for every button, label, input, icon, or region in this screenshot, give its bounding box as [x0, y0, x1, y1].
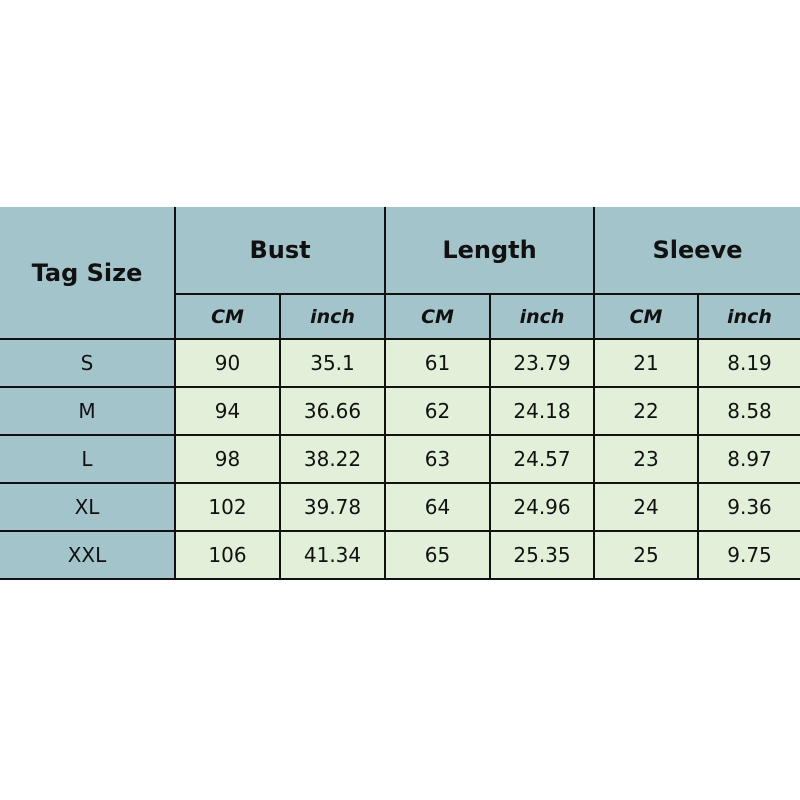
- value-cell: 63: [384, 434, 492, 484]
- size-cell: S: [0, 338, 176, 388]
- size-cell: XXL: [0, 530, 176, 580]
- table-row: L 98 38.22 63 24.57 23 8.97: [0, 434, 800, 484]
- value-cell: 38.22: [278, 434, 387, 484]
- value-cell: 24.57: [489, 434, 596, 484]
- value-cell: 9.75: [697, 530, 800, 580]
- unit-header: CM: [593, 293, 700, 340]
- size-cell: XL: [0, 482, 176, 532]
- value-cell: 41.34: [278, 530, 387, 580]
- size-cell: L: [0, 434, 176, 484]
- unit-header: inch: [697, 293, 800, 340]
- value-cell: 35.1: [278, 338, 387, 388]
- size-chart-table: Tag Size Bust Length Sleeve CM inch CM i…: [0, 207, 800, 580]
- value-cell: 21: [593, 338, 700, 388]
- unit-header: inch: [278, 293, 387, 340]
- table-row: S 90 35.1 61 23.79 21 8.19: [0, 338, 800, 388]
- bust-header: Bust: [173, 207, 387, 295]
- value-cell: 94: [174, 386, 281, 436]
- table-row: M 94 36.66 62 24.18 22 8.58: [0, 386, 800, 436]
- unit-header: CM: [175, 293, 281, 340]
- value-cell: 65: [384, 530, 492, 580]
- value-cell: 22: [593, 386, 700, 436]
- value-cell: 106: [174, 530, 281, 580]
- value-cell: 8.19: [697, 338, 800, 388]
- size-cell: M: [0, 386, 176, 436]
- value-cell: 61: [384, 338, 492, 388]
- tag-size-header: Tag Size: [0, 207, 176, 340]
- value-cell: 8.58: [697, 386, 800, 436]
- value-cell: 64: [384, 482, 492, 532]
- value-cell: 24.96: [489, 482, 596, 532]
- value-cell: 8.97: [697, 434, 800, 484]
- value-cell: 24: [593, 482, 700, 532]
- unit-header: inch: [489, 293, 596, 340]
- value-cell: 25.35: [489, 530, 596, 580]
- value-cell: 25: [593, 530, 700, 580]
- sleeve-header: Sleeve: [593, 207, 800, 295]
- table-row: XXL 106 41.34 65 25.35 25 9.75: [0, 530, 800, 580]
- value-cell: 23: [593, 434, 700, 484]
- value-cell: 36.66: [278, 386, 387, 436]
- value-cell: 9.36: [697, 482, 800, 532]
- value-cell: 98: [174, 434, 281, 484]
- length-header: Length: [384, 207, 596, 295]
- table-row: XL 102 39.78 64 24.96 24 9.36: [0, 482, 800, 532]
- value-cell: 39.78: [278, 482, 387, 532]
- value-cell: 102: [174, 482, 281, 532]
- unit-header: CM: [384, 293, 492, 340]
- value-cell: 62: [384, 386, 492, 436]
- value-cell: 23.79: [489, 338, 596, 388]
- value-cell: 90: [174, 338, 281, 388]
- value-cell: 24.18: [489, 386, 596, 436]
